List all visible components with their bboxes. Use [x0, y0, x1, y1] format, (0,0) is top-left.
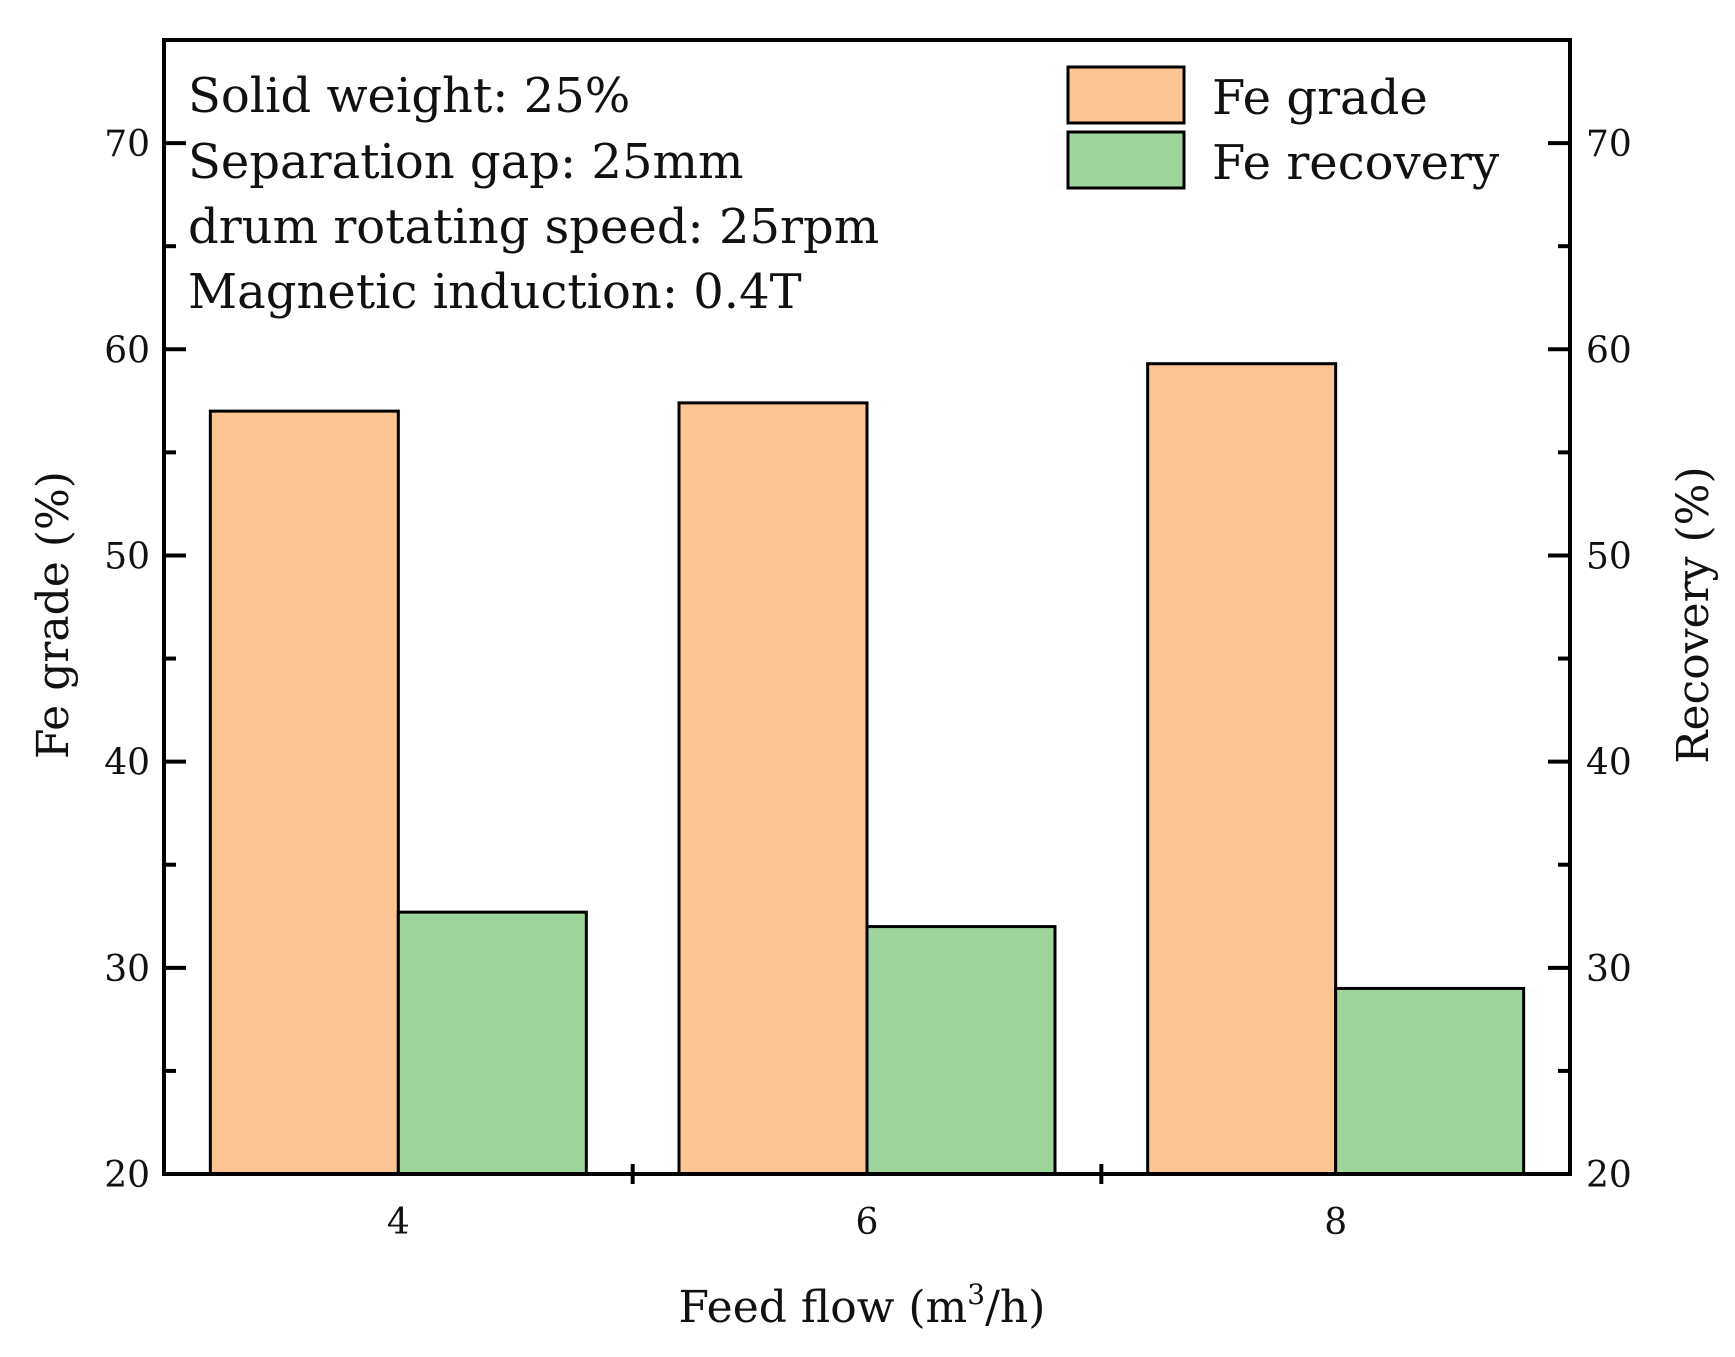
x-axis-title-end: /h)	[985, 1282, 1045, 1333]
annotation-drum-speed: drum rotating speed: 25rpm	[188, 199, 879, 255]
bar-fe-recovery-4	[396, 910, 588, 1176]
annotation-separation-gap: Separation gap: 25mm	[188, 134, 744, 190]
y-tick-label-left-60: 60	[104, 330, 150, 371]
y-tick-label-left-40: 40	[104, 743, 150, 784]
plot-frame	[162, 38, 1572, 1176]
y-tick-label-left-50: 50	[104, 536, 150, 577]
y-axis-title-right: Recovery (%)	[1668, 466, 1719, 763]
y-tick-label-right-50: 50	[1586, 536, 1632, 577]
y-tick-label-right-60: 60	[1586, 330, 1632, 371]
y-axis-title-left: Fe grade (%)	[28, 471, 79, 759]
x-axis-title: Feed flow (m3/h)	[679, 1278, 1046, 1333]
y-tick-label-right-20: 20	[1586, 1155, 1632, 1196]
legend-label-fe-grade: Fe grade	[1212, 70, 1428, 126]
y-tick-label-left-20: 20	[104, 1155, 150, 1196]
x-axis-title-superscript: 3	[967, 1278, 985, 1311]
bar-fe-recovery-8	[1334, 986, 1526, 1176]
annotation-block: Solid weight: 25% Separation gap: 25mm d…	[188, 68, 879, 320]
x-tick-label-6: 6	[856, 1202, 879, 1243]
legend: Fe grade Fe recovery	[1066, 65, 1499, 191]
legend-swatch-fe-recovery	[1066, 130, 1186, 190]
ticks-layer: 20 20 30 30 40 40 50 50 60 60 70 70 4 6 8	[104, 124, 1632, 1243]
y-tick-label-right-40: 40	[1586, 743, 1632, 784]
y-tick-label-left-30: 30	[104, 949, 150, 990]
y-tick-label-left-70: 70	[104, 124, 150, 165]
annotation-solid-weight: Solid weight: 25%	[188, 68, 630, 124]
bar-fe-grade-4	[208, 409, 400, 1176]
bar-fe-grade-8	[1146, 362, 1338, 1176]
y-tick-label-right-70: 70	[1586, 124, 1632, 165]
x-axis-title-main: Feed flow (m	[679, 1282, 968, 1333]
x-tick-label-8: 8	[1324, 1202, 1347, 1243]
x-tick-label-4: 4	[387, 1202, 410, 1243]
legend-swatch-fe-grade	[1066, 65, 1186, 125]
legend-label-fe-recovery: Fe recovery	[1212, 135, 1499, 191]
annotation-magnetic-induction: Magnetic induction: 0.4T	[188, 264, 802, 320]
y-tick-label-right-30: 30	[1586, 949, 1632, 990]
bar-fe-grade-6	[677, 401, 869, 1176]
bars-layer	[208, 362, 1526, 1176]
bar-fe-recovery-6	[865, 925, 1057, 1176]
